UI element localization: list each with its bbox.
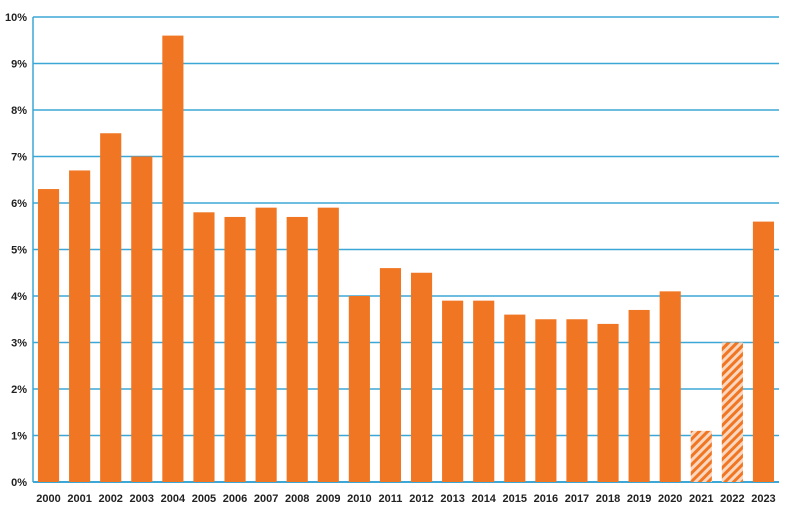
x-axis-ticks: 2000 2001 2002 2003 2004 2005 2006 2007 2008 2009… (36, 493, 775, 505)
gridlines (32, 16, 779, 483)
bar-2022 (721, 342, 743, 482)
x-tick-label: 2014 (471, 493, 496, 505)
bar-2019 (628, 309, 650, 482)
bar-2010 (348, 296, 370, 482)
y-tick-label: 9% (11, 59, 27, 71)
x-tick-label: 2020 (658, 493, 682, 505)
bar-2009 (317, 207, 339, 482)
bar-2003 (131, 156, 153, 482)
y-axis-ticks: 0% 1% 2% 3% 4% 5% 6% 7% 8% 9% 10% (5, 12, 27, 489)
y-tick-label: 3% (11, 338, 27, 350)
bar-2020 (659, 291, 681, 482)
y-tick-label: 1% (11, 431, 27, 443)
x-tick-label: 2015 (503, 493, 527, 505)
x-tick-label: 2017 (565, 493, 589, 505)
bar-2016 (535, 319, 557, 482)
x-tick-label: 2007 (254, 493, 278, 505)
bar-2006 (224, 216, 246, 482)
x-tick-label: 2002 (98, 493, 122, 505)
x-tick-label: 2010 (347, 493, 371, 505)
bar-2012 (410, 272, 433, 482)
bar-2005 (193, 212, 215, 483)
bar-2014 (473, 300, 495, 482)
y-tick-label: 6% (11, 198, 27, 210)
x-tick-label: 2001 (67, 493, 91, 505)
bar-2015 (504, 314, 526, 482)
x-tick-label: 2018 (596, 493, 620, 505)
x-tick-label: 2019 (627, 493, 651, 505)
x-tick-label: 2016 (534, 493, 558, 505)
y-tick-label: 2% (11, 384, 27, 396)
bar-2001 (69, 170, 91, 482)
x-tick-label: 2003 (130, 493, 154, 505)
x-tick-label: 2011 (379, 493, 403, 505)
bar-2002 (100, 133, 122, 482)
bar-2007 (255, 207, 277, 482)
y-tick-label: 8% (11, 105, 27, 117)
bar-2011 (379, 268, 402, 482)
y-tick-label: 10% (5, 12, 27, 24)
bars (37, 35, 775, 483)
y-tick-label: 5% (11, 245, 27, 257)
x-tick-label: 2023 (751, 493, 775, 505)
bar-2004 (162, 35, 184, 482)
x-tick-label: 2005 (192, 493, 216, 505)
y-tick-label: 0% (11, 477, 27, 489)
y-tick-label: 4% (11, 291, 27, 303)
x-tick-label: 2022 (720, 493, 744, 505)
x-tick-label: 2004 (161, 493, 186, 505)
x-tick-label: 2008 (285, 493, 309, 505)
x-tick-label: 2009 (316, 493, 340, 505)
bar-2018 (597, 323, 619, 482)
bar-2013 (442, 300, 464, 482)
x-tick-label: 2013 (440, 493, 464, 505)
bar-2008 (286, 216, 308, 482)
bar-2017 (566, 319, 588, 482)
x-tick-label: 2012 (409, 493, 433, 505)
bar-2023 (752, 221, 775, 482)
bar-2000 (37, 189, 60, 483)
x-tick-label: 2006 (223, 493, 247, 505)
y-tick-label: 7% (11, 152, 27, 164)
x-tick-label: 2000 (36, 493, 60, 505)
x-tick-label: 2021 (689, 493, 713, 505)
bar-2021 (690, 430, 712, 482)
